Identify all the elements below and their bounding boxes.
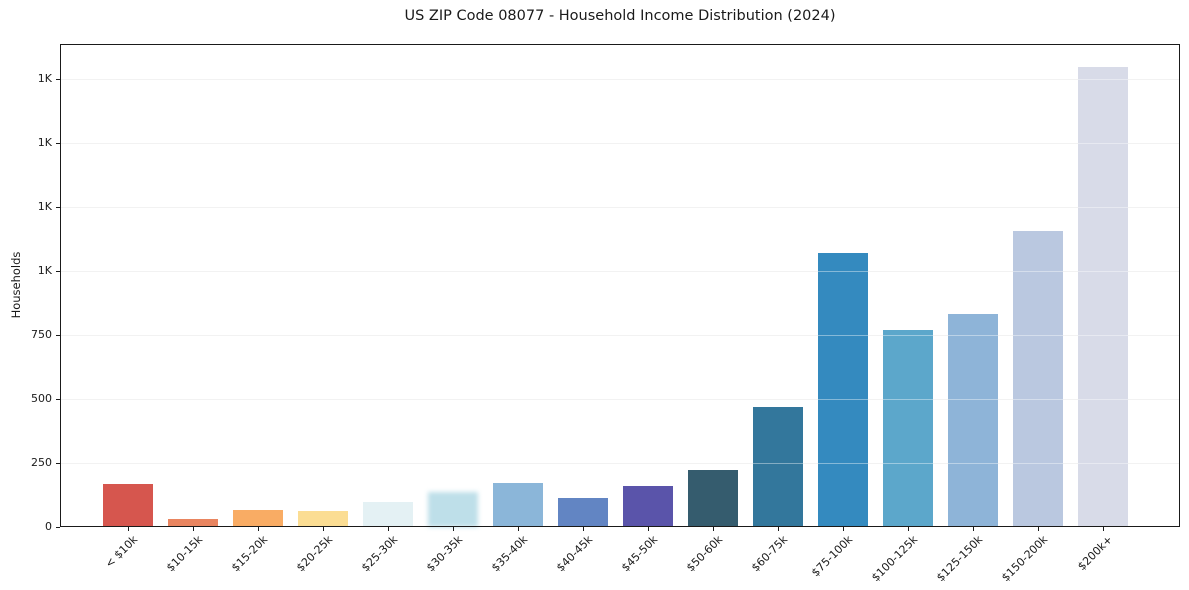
gridline (60, 270, 1180, 272)
x-tick-label: $125-150k (933, 533, 985, 585)
x-tick-mark (777, 527, 779, 531)
x-tick-mark (647, 527, 649, 531)
plot-area (60, 44, 1180, 527)
gridline (60, 398, 1180, 400)
gridline-overlay (60, 462, 1180, 464)
bar-4550k (622, 486, 673, 527)
bar-150200k (1012, 231, 1063, 527)
x-tick-mark (1102, 527, 1104, 531)
x-tick-label: $50-60k (683, 533, 725, 575)
gridline (60, 334, 1180, 336)
x-tick-label: $45-50k (618, 533, 660, 575)
gridline-overlay (60, 78, 1180, 80)
y-tick-label: 750 (31, 327, 52, 341)
y-tick-label: 0 (45, 520, 52, 533)
x-tick-mark (907, 527, 909, 531)
gridline (60, 78, 1180, 80)
bar-6075k (752, 406, 803, 527)
x-tick-label: $10-15k (163, 533, 205, 575)
y-tick-label: 1K (37, 135, 52, 149)
bar-125150k (947, 314, 998, 527)
x-tick-mark (582, 527, 584, 531)
bar-5060k (687, 470, 738, 527)
gridline (60, 462, 1180, 464)
bar-1015k (167, 518, 218, 527)
x-tick-label: < $10k (102, 533, 140, 571)
gridline (60, 206, 1180, 208)
x-tick-label: $200k+ (1074, 533, 1115, 574)
y-tick-mark (56, 78, 60, 80)
y-tick-mark (56, 398, 60, 400)
x-tick-label: $20-25k (293, 533, 335, 575)
gridline (60, 142, 1180, 144)
bar-2530k (362, 502, 413, 527)
gridline-overlay (60, 334, 1180, 336)
bar-100125k (882, 329, 933, 527)
bar-1520k (232, 509, 283, 527)
bar-2025k (297, 511, 348, 527)
x-tick-label: $75-100k (808, 533, 855, 580)
y-tick-label: 1K (37, 263, 52, 277)
x-tick-label: $25-30k (358, 533, 400, 575)
x-tick-label: $100-125k (868, 533, 920, 585)
y-tick-mark (56, 270, 60, 272)
bar-3035k (427, 491, 478, 527)
y-axis-label: Households (9, 251, 23, 319)
y-tick-label: 500 (31, 391, 52, 405)
x-tick-mark (127, 527, 129, 531)
gridline-overlay (60, 270, 1180, 272)
x-tick-mark (842, 527, 844, 531)
y-tick-mark (56, 206, 60, 208)
x-tick-mark (257, 527, 259, 531)
x-tick-label: $15-20k (228, 533, 270, 575)
x-tick-label: $40-45k (553, 533, 595, 575)
x-tick-mark (192, 527, 194, 531)
x-tick-mark (387, 527, 389, 531)
gridline-overlay (60, 398, 1180, 400)
bar-200k+ (1077, 67, 1128, 527)
x-tick-mark (322, 527, 324, 531)
bar-4045k (557, 498, 608, 527)
y-tick-label: 250 (31, 455, 52, 469)
x-tick-label: $150-200k (998, 533, 1050, 585)
y-tick-label: 1K (37, 71, 52, 85)
y-tick-mark (56, 142, 60, 144)
x-tick-mark (452, 527, 454, 531)
y-tick-label: 1K (37, 199, 52, 213)
x-tick-mark (712, 527, 714, 531)
y-tick-mark (56, 334, 60, 336)
bar-75100k (817, 252, 868, 527)
x-tick-mark (517, 527, 519, 531)
gridline-overlay (60, 142, 1180, 144)
y-tick-mark (56, 527, 60, 528)
chart-title: US ZIP Code 08077 - Household Income Dis… (404, 8, 836, 24)
y-tick-mark (56, 462, 60, 464)
x-tick-mark (972, 527, 974, 531)
x-tick-label: $60-75k (748, 533, 790, 575)
bar-3540k (492, 482, 543, 527)
x-tick-label: $30-35k (423, 533, 465, 575)
gridline-overlay (60, 206, 1180, 208)
x-tick-label: $35-40k (488, 533, 530, 575)
x-tick-mark (1037, 527, 1039, 531)
bar-<10k (102, 483, 153, 527)
